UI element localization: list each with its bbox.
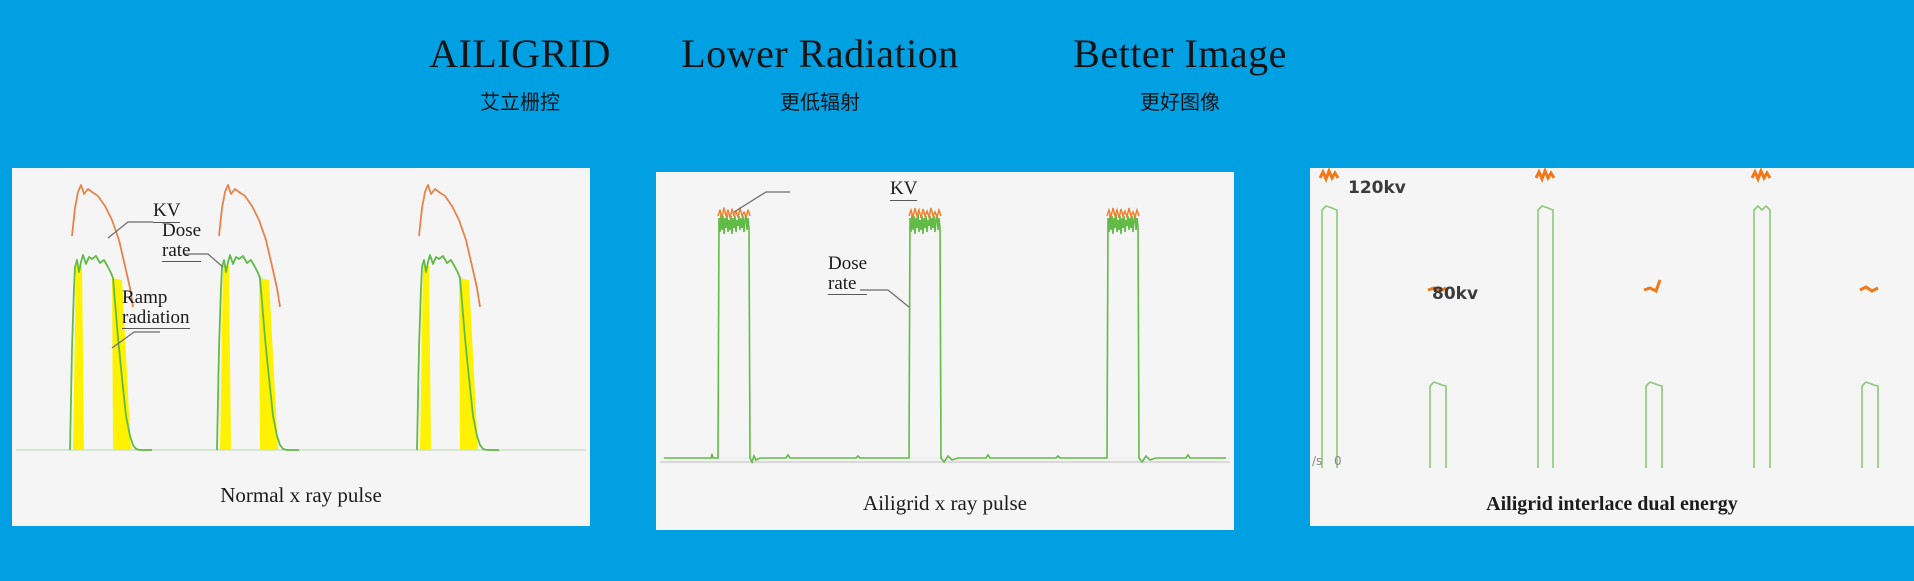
header-column-ailigrid: AILIGRID 艾立栅控: [400, 30, 640, 116]
header-title-en-0: AILIGRID: [429, 31, 611, 76]
normal-pulse-plot: [16, 184, 586, 451]
pulse-group-3: [416, 184, 499, 451]
high-energy-pulses: [1321, 204, 1771, 468]
ramp-radiation-leader-line: [111, 331, 160, 349]
header-column-better-image: Better Image 更好图像: [1030, 30, 1330, 116]
pulse-group-2: [906, 207, 1104, 464]
kv-markers-low: [1427, 279, 1879, 294]
legend-label-120kv: 120kv: [1348, 178, 1406, 198]
header-title-en-1: Lower Radiation: [681, 31, 959, 76]
dose-rate-trace-2: [906, 213, 1104, 464]
header-title-cn-0: 艾立栅控: [480, 90, 560, 114]
annotation-dose-rate-line2: rate: [162, 241, 202, 262]
header-title-cn-2: 更好图像: [1140, 90, 1220, 114]
annotation-ramp-radiation-line2: radiation: [122, 307, 190, 329]
header-title-en-2: Better Image: [1073, 31, 1287, 76]
dose-rate-leader-line: [184, 253, 224, 268]
annotation-dose-rate: Dose rate: [828, 253, 868, 296]
header-banner: AILIGRID 艾立栅控 Lower Radiation 更低辐射 Bette…: [0, 0, 1914, 160]
annotation-kv: KV: [153, 200, 181, 223]
header-column-lower-radiation: Lower Radiation 更低辐射: [640, 30, 1000, 116]
panel-caption-ailigrid: Ailigrid x ray pulse: [863, 491, 1027, 515]
ramp-radiation-rise-1: [73, 266, 84, 450]
pulse-group-1: [69, 184, 152, 451]
dose-rate-trace-3: [416, 254, 499, 451]
kv-trace-1: [717, 207, 751, 219]
header-title-cn-1: 更低辐射: [780, 90, 860, 114]
kv-marker-120kv-2: [1534, 168, 1556, 184]
kv-leader-line: [107, 221, 153, 239]
pulse-group-2: [216, 184, 299, 451]
annotation-kv: KV: [890, 178, 918, 201]
dual-energy-plot: [1318, 168, 1879, 468]
kv-trace-3: [1106, 207, 1140, 220]
pulse-80kv-1: [1429, 381, 1447, 468]
kv-trace-1: [71, 184, 134, 308]
pulse-group-3: [1104, 207, 1226, 464]
panel-caption-normal: Normal x ray pulse: [220, 483, 382, 507]
chart-panel-normal-x-ray-pulse: KV Dose rate Ramp radiation Normal x ray…: [12, 168, 590, 526]
axis-tag-zero: 0: [1334, 454, 1342, 468]
dose-rate-trace-1: [69, 254, 152, 451]
kv-marker-80kv-1: [1427, 286, 1447, 293]
axis-tag-units: /s: [1312, 454, 1323, 468]
chart-panel-ailigrid-x-ray-pulse: KV Dose rate Ailigrid x ray pulse: [656, 172, 1234, 530]
pulse-120kv-1: [1321, 205, 1338, 468]
ramp-radiation-rise-2: [220, 266, 231, 450]
annotation-dose-rate-line1: Dose: [828, 253, 868, 274]
low-energy-pulses: [1429, 381, 1879, 468]
chart-panel-interlace-dual-energy: 120kv 80kv /s 0 Ailigrid interlace dual …: [1310, 168, 1914, 526]
dose-rate-leader-line: [860, 289, 910, 308]
ramp-radiation-rise-3: [420, 266, 431, 450]
annotation-ramp-radiation-line1: Ramp: [122, 287, 168, 308]
kv-marker-120kv-3: [1750, 168, 1772, 184]
legend-label-80kv: 80kv: [1432, 284, 1479, 304]
kv-marker-80kv-2: [1643, 279, 1662, 294]
dose-rate-trace-1: [664, 213, 906, 465]
annotation-dose-rate-line2: rate: [828, 274, 868, 295]
kv-leader-line: [733, 191, 790, 213]
kv-marker-80kv-3: [1859, 285, 1879, 293]
kv-markers-high: [1318, 168, 1772, 184]
annotation-ramp-radiation: Ramp radiation: [122, 288, 190, 330]
kv-trace-3: [418, 184, 481, 308]
panel-caption-dual-energy: Ailigrid interlace dual energy: [1486, 493, 1738, 515]
annotation-dose-rate-line1: Dose: [162, 220, 202, 241]
pulse-80kv-2: [1645, 381, 1663, 468]
dose-rate-trace-2: [216, 254, 299, 451]
pulse-120kv-2: [1537, 205, 1554, 468]
kv-marker-120kv-1: [1318, 168, 1340, 184]
dose-rate-trace-3: [1104, 213, 1226, 464]
ailigrid-pulse-plot: [660, 191, 1230, 465]
kv-trace-2: [908, 207, 942, 220]
annotation-dose-rate: Dose rate: [162, 220, 202, 263]
pulse-120kv-3: [1753, 204, 1771, 468]
pulse-80kv-3: [1861, 381, 1879, 468]
kv-trace-2: [218, 184, 281, 308]
pulse-group-1: [664, 207, 906, 465]
